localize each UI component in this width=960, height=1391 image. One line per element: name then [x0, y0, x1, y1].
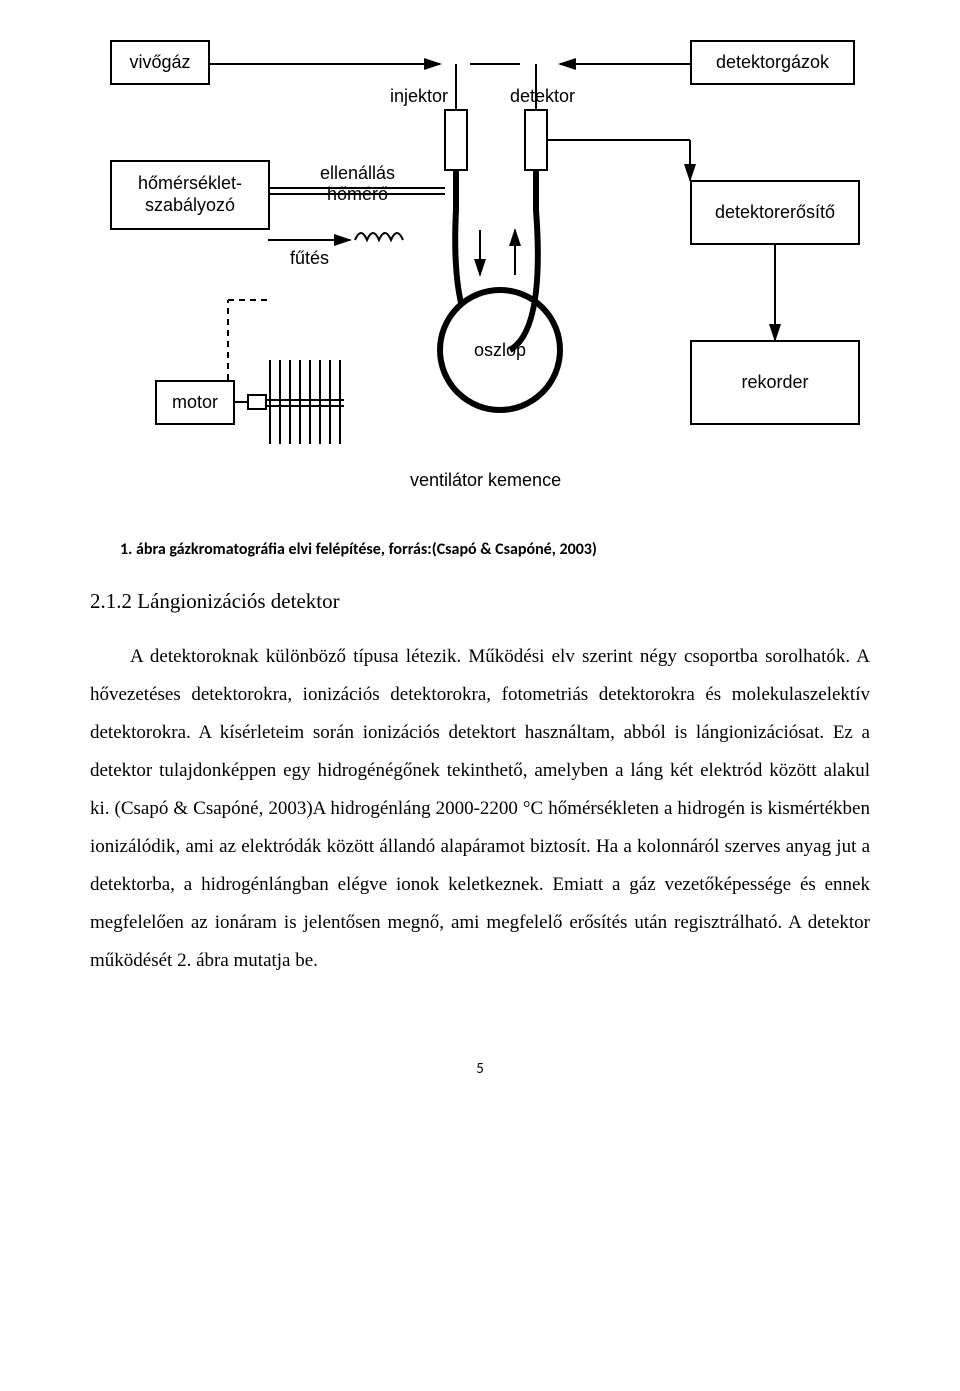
box-rekorder: rekorder — [690, 340, 860, 425]
box-homerseklet-szabalyozo: hőmérséklet- szabályozó — [110, 160, 270, 230]
section-heading: 2.1.2 Lángionizációs detektor — [90, 589, 870, 614]
label-ventilator-kemence: ventilátor kemence — [410, 470, 561, 491]
figure-caption: 1. ábra gázkromatográfia elvi felépítése… — [120, 540, 870, 559]
label-injektor: injektor — [390, 86, 448, 107]
page-number: 5 — [90, 1060, 870, 1078]
label-detektorgazok: detektorgázok — [716, 52, 829, 74]
box-detektorgazok: detektorgázok — [690, 40, 855, 85]
box-detektorerosito: detektorerősítő — [690, 180, 860, 245]
label-detektor: detektor — [510, 86, 575, 107]
box-motor: motor — [155, 380, 235, 425]
label-homerseklet-szabalyozo: hőmérséklet- szabályozó — [138, 173, 242, 216]
label-futes: fűtés — [290, 248, 329, 269]
svg-text:oszlop: oszlop — [474, 340, 526, 360]
label-detektorerosito: detektorerősítő — [715, 202, 835, 224]
label-motor: motor — [172, 392, 218, 414]
label-rekorder: rekorder — [741, 372, 808, 394]
body-paragraph: A detektoroknak különböző típusa létezik… — [90, 638, 870, 980]
gc-schematic-diagram: oszlop — [90, 30, 870, 510]
label-vivogaz: vivőgáz — [129, 52, 190, 74]
box-vivogaz: vivőgáz — [110, 40, 210, 85]
label-ellenallas-homero: ellenállás hőmérő — [320, 142, 395, 205]
